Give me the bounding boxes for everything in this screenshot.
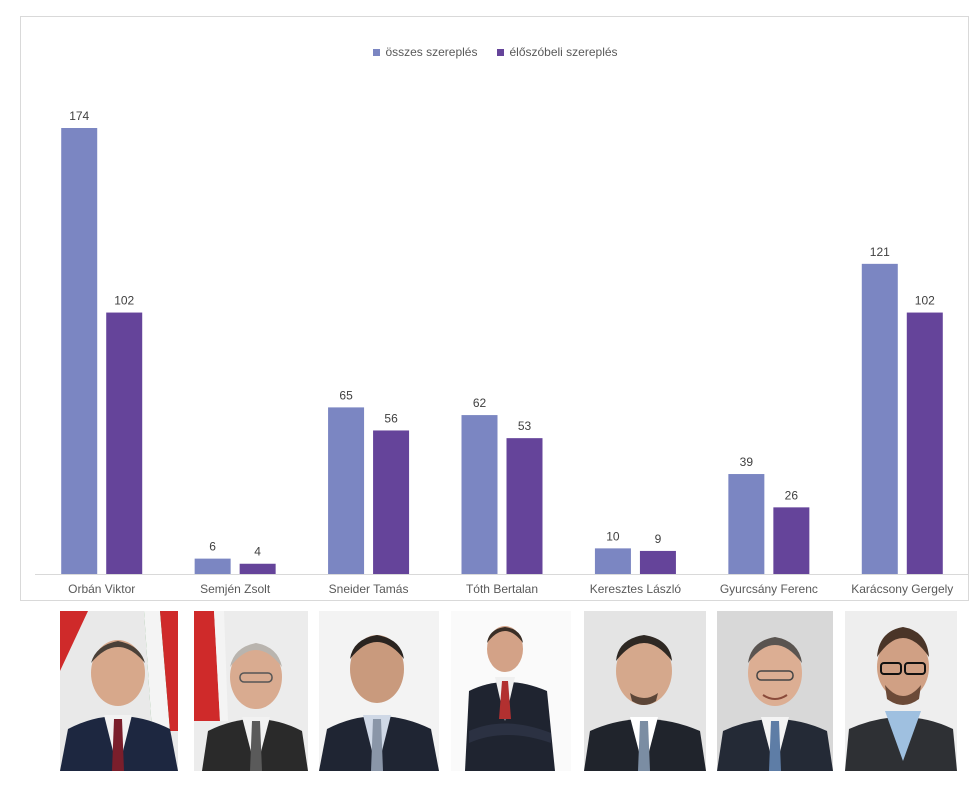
category-label-4: Keresztes László: [590, 582, 682, 596]
chart-frame: összes szereplés élőszóbeli szereplés 17…: [20, 16, 969, 601]
data-label-osszes-6: 121: [870, 245, 890, 259]
bar-osszes-4: [594, 548, 631, 574]
legend-item-eloszobeli: élőszóbeli szereplés: [497, 45, 618, 59]
bar-osszes-0: [61, 128, 98, 574]
photo-karacsony-gergely: [845, 611, 957, 771]
legend-swatch-eloszobeli: [497, 48, 505, 56]
data-label-eloszobeli-3: 53: [518, 419, 532, 433]
bar-osszes-2: [328, 407, 365, 574]
photo-gyurcsany-ferenc: [717, 611, 833, 771]
category-label-3: Tóth Bertalan: [466, 582, 538, 596]
data-label-eloszobeli-0: 102: [114, 294, 134, 308]
bar-eloszobeli-2: [373, 430, 410, 574]
category-label-0: Orbán Viktor: [68, 582, 135, 596]
data-label-eloszobeli-2: 56: [384, 411, 398, 425]
data-label-eloszobeli-4: 9: [655, 532, 662, 546]
category-label-5: Gyurcsány Ferenc: [720, 582, 818, 596]
bar-eloszobeli-4: [639, 550, 676, 574]
photo-keresztes-laszlo: [584, 611, 706, 771]
data-label-eloszobeli-5: 26: [785, 488, 799, 502]
bar-eloszobeli-3: [506, 438, 543, 574]
data-label-osszes-1: 6: [209, 540, 216, 554]
data-label-osszes-2: 65: [339, 388, 353, 402]
photo-toth-bertalan: [451, 611, 571, 771]
bar-chart: 174 102 Orbán Viktor 6 4 Semjén Zsolt 65 56 Snei…: [35, 109, 969, 596]
data-label-osszes-0: 174: [69, 109, 89, 123]
category-label-6: Karácsony Gergely: [851, 582, 953, 596]
bar-osszes-5: [728, 474, 765, 574]
bar-osszes-3: [461, 415, 498, 574]
photo-semjen-zsolt: [194, 611, 308, 771]
legend-label-osszes: összes szereplés: [385, 45, 478, 59]
data-label-osszes-3: 62: [473, 396, 487, 410]
bar-osszes-6: [861, 263, 898, 574]
politician-photos: [0, 611, 970, 771]
data-label-eloszobeli-6: 102: [915, 294, 935, 308]
bar-eloszobeli-5: [773, 507, 810, 574]
bar-eloszobeli-0: [106, 312, 143, 574]
legend-swatch-osszes: [373, 48, 381, 56]
photo-orban-viktor: [60, 611, 178, 771]
bar-eloszobeli-1: [239, 563, 276, 574]
data-label-osszes-4: 10: [606, 529, 620, 543]
legend-label-eloszobeli: élőszóbeli szereplés: [509, 45, 618, 59]
legend-item-osszes: összes szereplés: [373, 45, 477, 59]
category-label-2: Sneider Tamás: [329, 582, 409, 596]
bar-eloszobeli-6: [906, 312, 943, 574]
category-label-1: Semjén Zsolt: [200, 582, 271, 596]
legend: összes szereplés élőszóbeli szereplés: [21, 45, 970, 59]
photo-sneider-tamas: [319, 611, 439, 771]
data-label-eloszobeli-1: 4: [254, 545, 261, 559]
bar-osszes-1: [194, 558, 231, 574]
data-label-osszes-5: 39: [740, 455, 754, 469]
